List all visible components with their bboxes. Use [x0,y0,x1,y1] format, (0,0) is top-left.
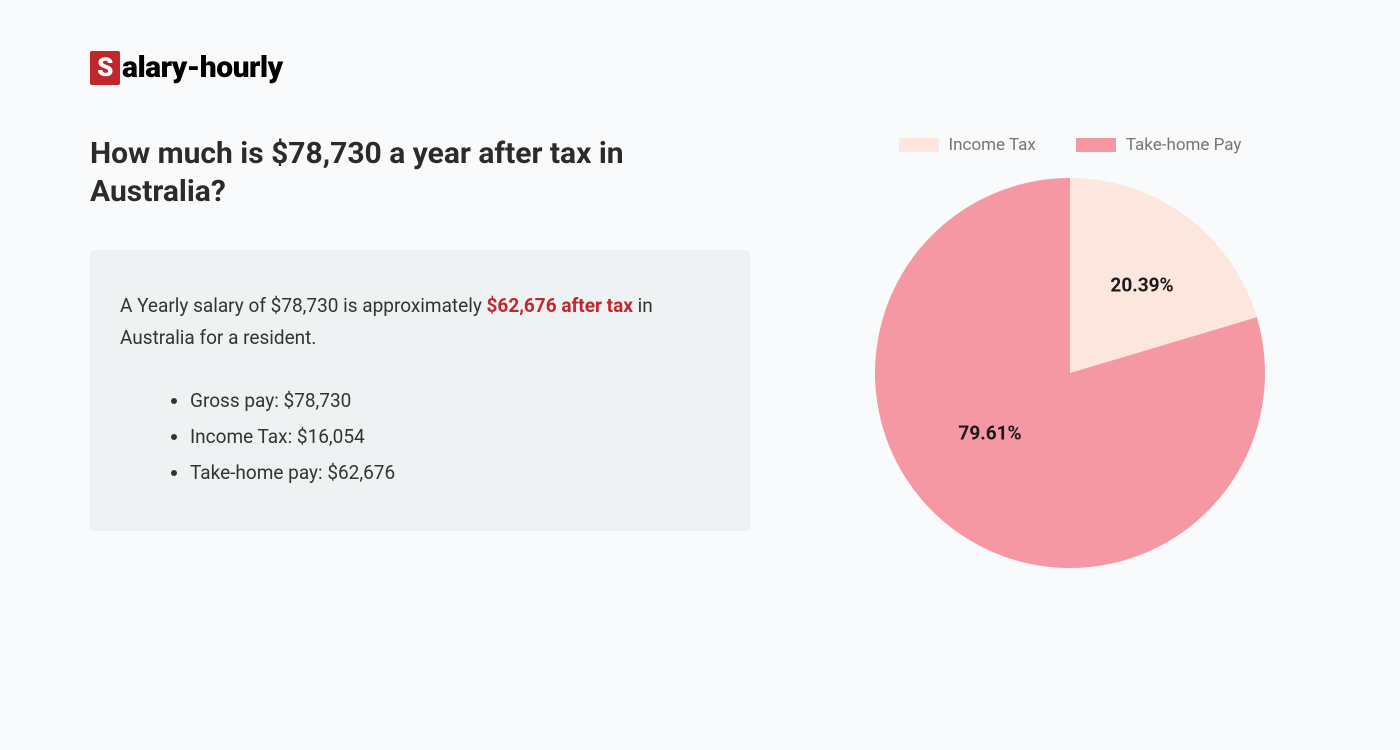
pie-svg [870,173,1270,573]
legend-item-take-home: Take-home Pay [1076,135,1242,155]
logo-text: alary-hourly [122,50,283,85]
summary-before: A Yearly salary of $78,730 is approximat… [120,294,487,317]
chart-column: Income Tax Take-home Pay 20.39% 79.61% [830,135,1310,573]
summary-list: Gross pay: $78,730 Income Tax: $16,054 T… [120,383,720,491]
left-column: How much is $78,730 a year after tax in … [90,135,750,573]
legend-item-income-tax: Income Tax [899,135,1036,155]
content-row: How much is $78,730 a year after tax in … [90,135,1310,573]
legend-swatch [899,138,939,152]
summary-text: A Yearly salary of $78,730 is approximat… [120,290,720,355]
slice-label-income-tax: 20.39% [1110,274,1173,297]
page-title: How much is $78,730 a year after tax in … [90,135,750,210]
legend-swatch [1076,138,1116,152]
slice-label-take-home: 79.61% [958,422,1021,445]
pie-chart: 20.39% 79.61% [870,173,1270,573]
list-item: Income Tax: $16,054 [190,419,720,455]
site-logo: Salary-hourly [90,50,1310,85]
summary-highlight: $62,676 after tax [487,294,633,317]
list-item: Gross pay: $78,730 [190,383,720,419]
legend-label: Take-home Pay [1126,135,1242,155]
summary-box: A Yearly salary of $78,730 is approximat… [90,250,750,531]
legend-label: Income Tax [949,135,1036,155]
chart-legend: Income Tax Take-home Pay [830,135,1310,155]
logo-badge: S [90,51,120,85]
list-item: Take-home pay: $62,676 [190,455,720,491]
